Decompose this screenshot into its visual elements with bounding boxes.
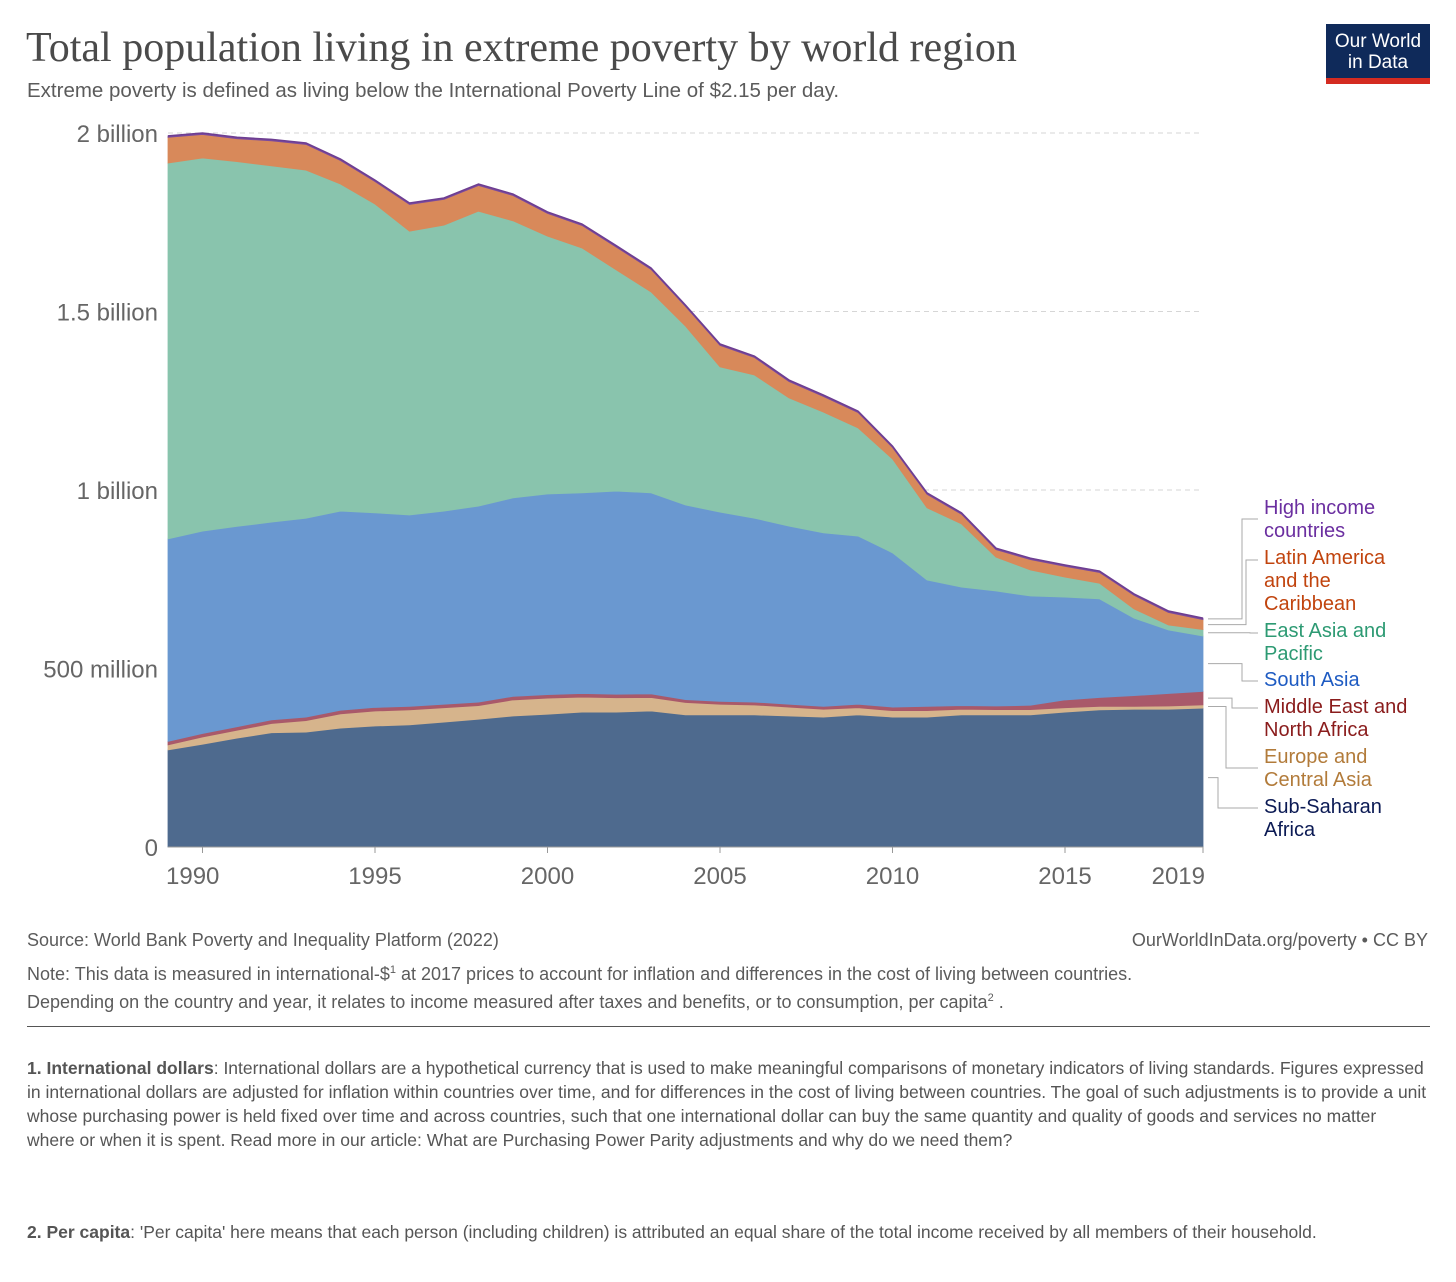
- note-part-d: .: [993, 992, 1004, 1012]
- legend-connector: [1208, 559, 1258, 626]
- logo-line-2: in Data: [1347, 52, 1409, 73]
- legend-connector: [1208, 706, 1258, 769]
- footnote-2-text: : 'Per capita' here means that each pers…: [130, 1222, 1317, 1242]
- stacked-area-chart: 0 500 million 1 billion 1.5 billion 2 billio…: [43, 121, 1258, 890]
- source-text: Source: World Bank Poverty and Inequalit…: [27, 930, 499, 950]
- footnote-ref-2[interactable]: 2: [987, 992, 994, 1004]
- x-tick-label: 2000: [521, 863, 574, 890]
- chart-subtitle: Extreme poverty is defined as living bel…: [27, 79, 840, 102]
- legend-mena[interactable]: Middle East and North Africa: [1264, 696, 1408, 741]
- legend-latin-america[interactable]: Latin America and the Caribbean: [1264, 547, 1386, 615]
- logo-red-bar: [1326, 78, 1430, 84]
- y-tick-label: 2 billion: [77, 121, 158, 148]
- footnote-ref-1[interactable]: 1: [389, 964, 396, 976]
- high-income-top-line: [167, 132, 1204, 619]
- x-tick-label: 1990: [166, 863, 219, 890]
- legend-connector: [1208, 518, 1258, 620]
- legend-sub-saharan-africa[interactable]: Sub-Saharan Africa: [1264, 796, 1382, 841]
- footnote-2: 2. Per capita: 'Per capita' here means t…: [27, 1220, 1427, 1244]
- footnote-1-text: : International dollars are a hypothetic…: [27, 1058, 1427, 1150]
- legend-east-asia[interactable]: East Asia and Pacific: [1264, 620, 1387, 665]
- note-part-b: at 2017 prices to account for inflation …: [396, 964, 1133, 984]
- y-tick-label: 1.5 billion: [57, 300, 158, 327]
- footnote-2-term: 2. Per capita: [27, 1222, 131, 1242]
- chart-title: Total population living in extreme pover…: [26, 25, 1017, 71]
- legend-europe-central-asia[interactable]: Europe and Central Asia: [1264, 746, 1372, 791]
- note-part-a: Note: This data is measured in internati…: [27, 964, 390, 984]
- legend-high-income[interactable]: High income countries: [1264, 497, 1376, 542]
- credit-link[interactable]: OurWorldInData.org/poverty • CC BY: [1131, 930, 1428, 950]
- y-tick-label: 0: [145, 835, 158, 862]
- note-part-c: Depending on the country and year, it re…: [27, 992, 988, 1012]
- footnote-1: 1. International dollars: International …: [27, 1056, 1427, 1152]
- divider: [27, 1026, 1430, 1027]
- x-tick-label: 1995: [348, 863, 401, 890]
- x-tick-label: 2005: [693, 863, 746, 890]
- x-tick-label: 2019: [1152, 863, 1205, 890]
- note-text: Note: This data is measured in internati…: [27, 958, 1437, 1014]
- x-tick-label: 2010: [866, 863, 919, 890]
- legend-connector: [1208, 777, 1258, 809]
- y-tick-label: 1 billion: [77, 478, 158, 505]
- logo-line-1: Our World: [1334, 31, 1422, 52]
- footnote-1-term: 1. International dollars: [27, 1058, 214, 1078]
- legend-south-asia[interactable]: South Asia: [1264, 669, 1360, 691]
- legend-connector: [1208, 663, 1258, 682]
- x-tick-label: 2015: [1038, 863, 1091, 890]
- y-tick-label: 500 million: [43, 657, 158, 684]
- legend-connector: [1208, 697, 1258, 709]
- owid-logo[interactable]: Our World in Data: [1326, 24, 1430, 84]
